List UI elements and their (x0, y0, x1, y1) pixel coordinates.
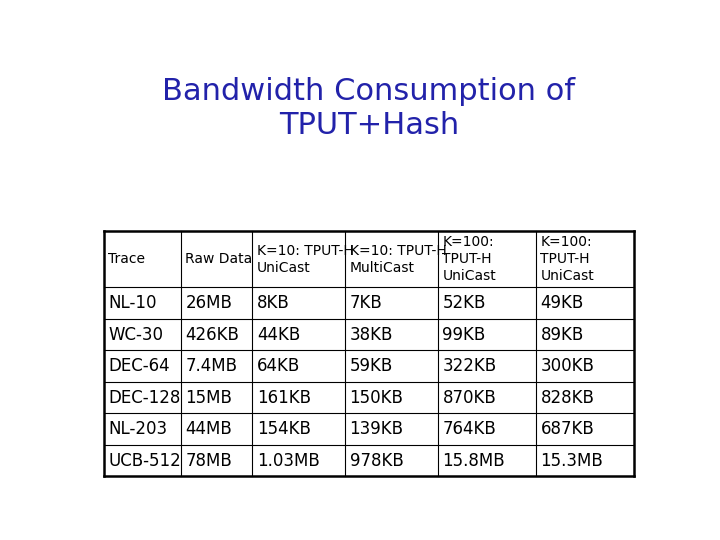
Text: DEC-64: DEC-64 (109, 357, 170, 375)
Text: Trace: Trace (109, 252, 145, 266)
Text: 78MB: 78MB (185, 451, 232, 470)
Text: 59KB: 59KB (350, 357, 393, 375)
Text: 161KB: 161KB (257, 389, 311, 407)
Text: UCB-512: UCB-512 (109, 451, 181, 470)
Text: 44MB: 44MB (185, 420, 232, 438)
Text: 978KB: 978KB (350, 451, 403, 470)
Text: 1.03MB: 1.03MB (257, 451, 320, 470)
Text: 15.3MB: 15.3MB (541, 451, 603, 470)
Text: WC-30: WC-30 (109, 326, 163, 343)
Text: K=10: TPUT-H
MultiCast: K=10: TPUT-H MultiCast (350, 244, 446, 274)
Text: 426KB: 426KB (185, 326, 239, 343)
Text: 15MB: 15MB (185, 389, 232, 407)
Text: K=10: TPUT-H
UniCast: K=10: TPUT-H UniCast (257, 244, 354, 274)
Text: K=100:
TPUT-H
UniCast: K=100: TPUT-H UniCast (442, 235, 496, 283)
Text: 7KB: 7KB (350, 294, 382, 312)
Text: DEC-128: DEC-128 (109, 389, 181, 407)
Text: 300KB: 300KB (541, 357, 594, 375)
Text: 44KB: 44KB (257, 326, 300, 343)
Text: NL-203: NL-203 (109, 420, 168, 438)
Text: 26MB: 26MB (185, 294, 232, 312)
Text: 38KB: 38KB (350, 326, 393, 343)
Text: 764KB: 764KB (442, 420, 496, 438)
Text: Raw Data: Raw Data (185, 252, 253, 266)
Text: 154KB: 154KB (257, 420, 311, 438)
Text: 8KB: 8KB (257, 294, 289, 312)
Text: 687KB: 687KB (541, 420, 594, 438)
Text: Bandwidth Consumption of
TPUT+Hash: Bandwidth Consumption of TPUT+Hash (163, 77, 575, 140)
Text: NL-10: NL-10 (109, 294, 157, 312)
Text: 870KB: 870KB (442, 389, 496, 407)
Text: 7.4MB: 7.4MB (185, 357, 238, 375)
Text: 49KB: 49KB (541, 294, 584, 312)
Text: 52KB: 52KB (442, 294, 486, 312)
Text: 828KB: 828KB (541, 389, 594, 407)
Text: 139KB: 139KB (350, 420, 404, 438)
Text: 64KB: 64KB (257, 357, 300, 375)
Text: K=100:
TPUT-H
UniCast: K=100: TPUT-H UniCast (541, 235, 594, 283)
Text: 89KB: 89KB (541, 326, 584, 343)
Text: 15.8MB: 15.8MB (442, 451, 505, 470)
Text: 322KB: 322KB (442, 357, 497, 375)
Text: 99KB: 99KB (442, 326, 485, 343)
Text: 150KB: 150KB (350, 389, 403, 407)
